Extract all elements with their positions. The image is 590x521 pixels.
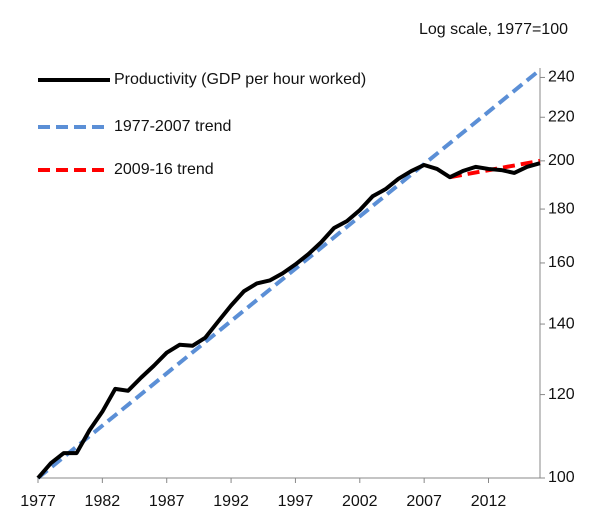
y-tick-label: 200 (548, 152, 575, 169)
y-tick-label: 180 (548, 200, 575, 217)
legend-label: 2009-16 trend (114, 161, 214, 178)
y-tick-label: 140 (548, 315, 575, 332)
y-tick-label: 100 (548, 469, 575, 486)
x-tick-label: 1987 (149, 493, 185, 510)
y-tick-label: 220 (548, 108, 575, 125)
legend-label: 1977-2007 trend (114, 118, 231, 135)
y-tick-label: 160 (548, 254, 575, 271)
x-tick-label: 1992 (213, 493, 249, 510)
x-tick-label: 2012 (471, 493, 507, 510)
x-tick-label: 2007 (406, 493, 442, 510)
x-tick-label: 2002 (342, 493, 378, 510)
x-tick-label: 1977 (20, 493, 56, 510)
line-series (36, 161, 541, 480)
legend-label: Productivity (GDP per hour worked) (114, 71, 366, 88)
y-tick-label: 240 (548, 69, 575, 86)
y-tick-label: 120 (548, 386, 575, 403)
x-tick-label: 1982 (85, 493, 121, 510)
annotation: Log scale, 1977=100 (419, 21, 568, 38)
x-tick-label: 1997 (278, 493, 314, 510)
